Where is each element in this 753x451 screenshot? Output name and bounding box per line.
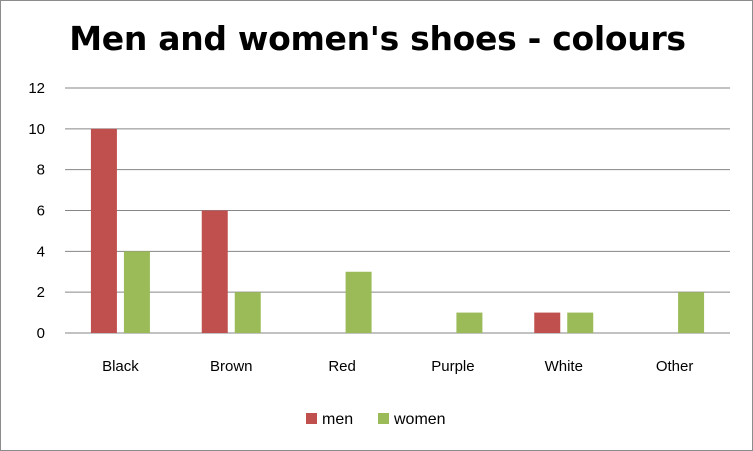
bar-men-white bbox=[534, 312, 561, 333]
y-axis-ticks: 0 2 4 6 8 10 12 bbox=[28, 80, 45, 342]
bars bbox=[90, 128, 705, 333]
y-tick-label: 10 bbox=[28, 121, 45, 138]
y-tick-label: 6 bbox=[37, 203, 45, 220]
legend-swatch-men bbox=[306, 413, 317, 424]
bar-women-white bbox=[567, 312, 594, 333]
bar-women-red bbox=[345, 271, 372, 333]
x-tick-label: Brown bbox=[210, 358, 253, 375]
bar-women-black bbox=[123, 251, 150, 333]
bar-men-black bbox=[90, 128, 117, 333]
legend-label-men: men bbox=[322, 411, 353, 428]
x-tick-label: Purple bbox=[431, 358, 474, 375]
y-tick-label: 2 bbox=[37, 284, 45, 301]
bar-women-purple bbox=[456, 312, 483, 333]
y-tick-label: 4 bbox=[37, 243, 45, 260]
x-axis-ticks: Black Brown Red Purple White Other bbox=[102, 358, 693, 375]
x-tick-label: Red bbox=[328, 358, 356, 375]
bar-men-brown bbox=[201, 210, 228, 333]
y-tick-label: 0 bbox=[37, 325, 45, 342]
x-tick-label: White bbox=[545, 358, 583, 375]
chart-title: Men and women's shoes - colours bbox=[69, 19, 686, 58]
x-tick-label: Black bbox=[102, 358, 139, 375]
y-tick-label: 8 bbox=[37, 162, 45, 179]
x-tick-label: Other bbox=[656, 358, 694, 375]
gridlines bbox=[65, 87, 730, 334]
y-tick-label: 12 bbox=[28, 80, 45, 97]
bar-women-other bbox=[678, 292, 705, 333]
legend: men women bbox=[306, 411, 446, 428]
bar-women-brown bbox=[234, 292, 261, 333]
legend-label-women: women bbox=[393, 411, 446, 428]
legend-swatch-women bbox=[378, 413, 389, 424]
